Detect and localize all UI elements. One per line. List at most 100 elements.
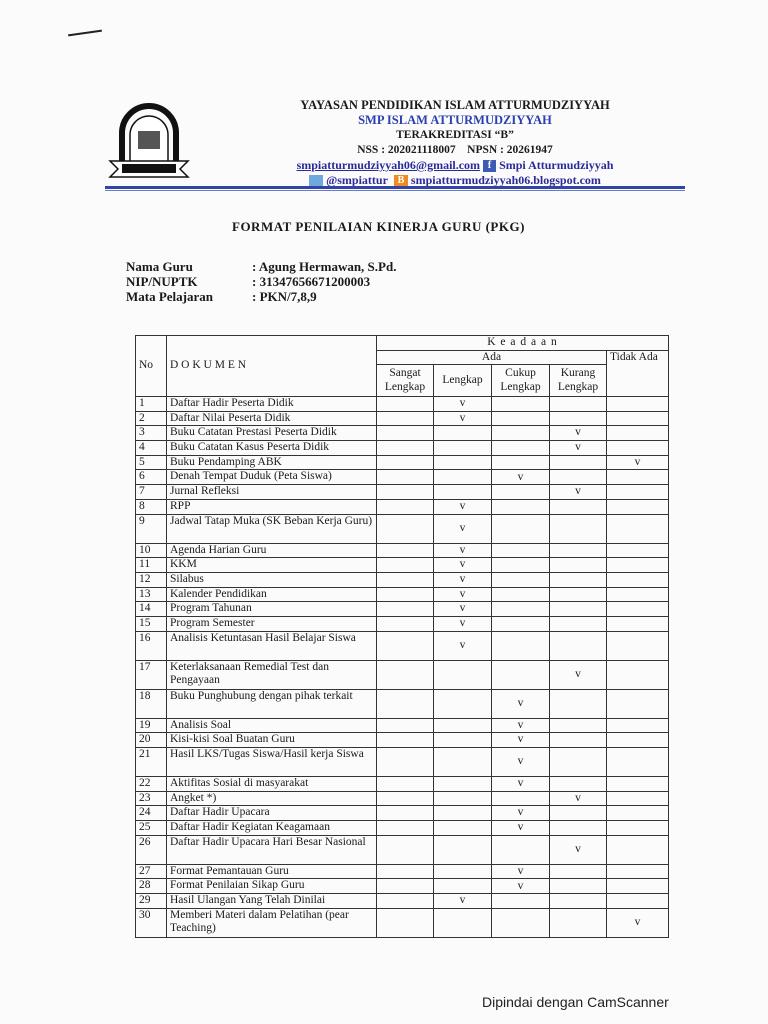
empty-cell [376,469,434,486]
check-mark: v [491,688,550,719]
table-row: 15 Program Semester v [135,615,669,632]
empty-cell [376,747,434,777]
empty-cell [433,732,492,748]
row-number: 13 [135,586,167,603]
empty-cell [376,410,434,427]
document-name: Buku Catatan Kasus Peserta Didik [166,440,377,456]
check-mark: v [433,498,492,515]
empty-cell [491,396,550,412]
blog-link[interactable]: smpiatturmudziyyah06.blogspot.com [410,173,601,187]
twitter-link[interactable]: @smpiattur [326,173,388,187]
level-header: Sangat Lengkap [376,364,434,397]
empty-cell [376,805,434,822]
empty-cell [376,396,434,412]
empty-cell [376,732,434,748]
document-name: Analisis Soal [166,717,377,734]
empty-cell [606,790,669,807]
empty-cell [491,615,550,632]
check-mark: v [433,893,492,909]
empty-cell [376,659,434,690]
empty-cell [433,717,492,734]
table-row: 2 Daftar Nilai Peserta Didik v [135,410,669,427]
row-number: 25 [135,820,167,836]
document-name: Daftar Hadir Peserta Didik [166,396,377,412]
empty-cell [606,630,669,661]
row-number: 30 [135,907,167,938]
empty-cell [491,454,550,471]
empty-cell [376,907,434,938]
empty-cell [606,557,669,573]
table-row: 8 RPP v [135,498,669,515]
empty-cell [491,484,550,500]
empty-cell [376,440,434,456]
letterhead: YAYASAN PENDIDIKAN ISLAM ATTURMUDZIYYAH … [230,98,680,188]
check-mark: v [549,484,607,500]
row-number: 14 [135,601,167,617]
col-doc-header: D O K U M E N [166,335,377,397]
level-header: Tidak Ada [606,349,669,397]
row-number: 10 [135,542,167,559]
document-name: Keterlaksanaan Remedial Test dan Pengaya… [166,659,377,690]
row-number: 2 [135,410,167,427]
check-mark: v [549,790,607,807]
row-number: 23 [135,790,167,807]
check-mark: v [433,586,492,603]
table-row: 11 KKM v [135,557,669,573]
facebook-link[interactable]: Smpi Atturmudziyyah [499,158,614,172]
empty-cell [376,484,434,500]
email-link[interactable]: smpiatturmudziyyah06@gmail.com [296,158,481,172]
empty-cell [491,893,550,909]
check-mark: v [549,659,607,690]
table-row: 22 Aktifitas Sosial di masyarakat v [135,776,669,792]
table-row: 6 Denah Tempat Duduk (Peta Siswa) v [135,469,669,486]
table-row: 24 Daftar Hadir Upacara v [135,805,669,822]
empty-cell [433,440,492,456]
document-name: Format Pemantauan Guru [166,863,377,880]
empty-cell [549,878,607,895]
empty-cell [491,659,550,690]
empty-cell [549,513,607,544]
empty-cell [491,440,550,456]
empty-cell [376,498,434,515]
empty-cell [606,498,669,515]
row-number: 22 [135,776,167,792]
empty-cell [606,410,669,427]
empty-cell [376,893,434,909]
empty-cell [433,878,492,895]
empty-cell [376,542,434,559]
table-row: 29 Hasil Ulangan Yang Telah Dinilai v [135,893,669,909]
document-name: Denah Tempat Duduk (Peta Siswa) [166,469,377,486]
scan-mark [68,29,102,37]
teacher-info: Nama Guru: Agung Hermawan, S.Pd. NIP/NUP… [126,259,396,304]
document-name: Program Semester [166,615,377,632]
empty-cell [606,586,669,603]
empty-cell [491,425,550,442]
row-number: 19 [135,717,167,734]
empty-cell [549,542,607,559]
row-number: 28 [135,878,167,895]
empty-cell [549,410,607,427]
info-label: Nama Guru [126,259,193,274]
row-number: 11 [135,557,167,573]
document-name: Jurnal Refleksi [166,484,377,500]
document-name: Daftar Nilai Peserta Didik [166,410,377,427]
check-mark: v [433,410,492,427]
document-name: Format Penilaian Sikap Guru [166,878,377,895]
blogger-icon: B [393,175,408,188]
empty-cell [606,396,669,412]
info-value: : PKN/7,8,9 [252,289,317,304]
check-mark: v [606,454,669,471]
accreditation: TERAKREDITASI “B” [396,129,514,141]
empty-cell [606,893,669,909]
row-number: 27 [135,863,167,880]
empty-cell [376,615,434,632]
empty-cell [606,863,669,880]
check-mark: v [491,863,550,880]
empty-cell [606,469,669,486]
level-header: Cukup Lengkap [491,364,550,397]
empty-cell [433,805,492,822]
row-number: 17 [135,659,167,690]
empty-cell [376,425,434,442]
table-row: 4 Buku Catatan Kasus Peserta Didik v [135,440,669,456]
check-mark: v [433,601,492,617]
